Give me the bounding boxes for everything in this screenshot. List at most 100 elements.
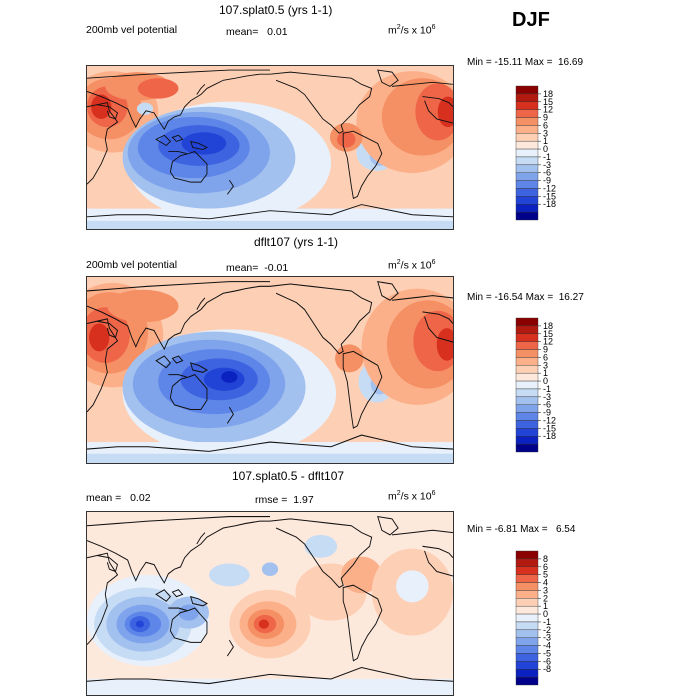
colorbar-swatch	[515, 333, 539, 342]
colorbar-swatch	[515, 117, 539, 126]
colorbar-swatch	[515, 443, 539, 453]
colorbar-swatch	[515, 341, 539, 350]
colorbar-swatch	[515, 125, 539, 134]
panel1-units: m2/s x 106	[388, 24, 436, 37]
colorbar-swatch	[515, 669, 539, 678]
colorbar-swatch	[515, 380, 539, 390]
panel1-left-label: 200mb vel potential	[86, 24, 178, 36]
colorbar-swatch	[515, 317, 539, 327]
colorbar-label: 12	[543, 337, 553, 347]
colorbar-label: -3	[543, 160, 551, 170]
colorbar-label: 12	[543, 105, 553, 115]
colorbar-label: 3	[543, 585, 548, 595]
colorbar-swatch	[515, 172, 539, 181]
colorbar-label: -3	[543, 392, 551, 402]
season-label: DJF	[512, 9, 550, 31]
panel2-units: m2/s x 106	[388, 259, 436, 272]
colorbar-label: -8	[543, 664, 551, 674]
colorbar-swatch	[515, 676, 539, 686]
colorbar-label: -12	[543, 415, 556, 425]
colorbar-label: -9	[543, 408, 551, 418]
colorbar-label: 15	[543, 329, 553, 339]
colorbar-swatch	[515, 613, 539, 623]
colorbar-swatch	[515, 325, 539, 334]
colorbar-label: -1	[543, 617, 551, 627]
colorbar-label: 8	[543, 554, 548, 564]
colorbar-swatch	[515, 180, 539, 189]
colorbar-label: 9	[543, 113, 548, 123]
colorbar-swatch	[515, 420, 539, 429]
colorbar-swatch	[515, 412, 539, 421]
colorbar-label: 18	[543, 321, 553, 331]
panel2-left-label: 200mb vel potential	[86, 259, 178, 271]
colorbar-label: 3	[543, 360, 548, 370]
colorbar-label: -15	[543, 191, 556, 201]
colorbar-swatch	[515, 211, 539, 221]
colorbar-label: -6	[543, 168, 551, 178]
colorbar-swatch	[515, 140, 539, 150]
panel3-map	[86, 511, 454, 696]
colorbar-swatch	[515, 574, 539, 583]
colorbar-label: -4	[543, 641, 551, 651]
colorbar-label: -2	[543, 625, 551, 635]
panel2-mean: mean= -0.01	[226, 262, 289, 274]
colorbar-swatch	[515, 349, 539, 358]
colorbar-swatch	[515, 93, 539, 102]
colorbar-label: -6	[543, 400, 551, 410]
colorbar-swatch	[515, 365, 539, 374]
panel3-title: 107.splat0.5 - dflt107	[232, 469, 345, 483]
colorbar-label: 5	[543, 570, 548, 580]
colorbar-label: -1	[543, 152, 551, 162]
colorbar-swatch	[515, 372, 539, 382]
colorbar-swatch	[515, 204, 539, 213]
colorbar-label: 2	[543, 593, 548, 603]
colorbar-label: 1	[543, 368, 548, 378]
colorbar-swatch	[515, 598, 539, 607]
panel1-minmax: Min = -15.11 Max = 16.69	[467, 57, 584, 68]
colorbar-swatch	[515, 428, 539, 437]
panel3-colorbar: 8 6 5 4 3 2 1 0 -1 -2 -3 -4 -5 -6 -8	[514, 547, 584, 692]
colorbar-swatch	[515, 164, 539, 173]
colorbar-label: -6	[543, 656, 551, 666]
colorbar-swatch	[515, 388, 539, 398]
colorbar-label: -15	[543, 423, 556, 433]
colorbar-swatch	[515, 605, 539, 615]
colorbar-label: -3	[543, 633, 551, 643]
colorbar-label: 0	[543, 609, 548, 619]
panel2-minmax: Min = -16.54 Max = 16.27	[467, 292, 584, 303]
colorbar-label: -18	[543, 199, 556, 209]
colorbar-swatch	[515, 101, 539, 110]
colorbar-swatch	[515, 196, 539, 205]
colorbar-swatch	[515, 109, 539, 118]
colorbar-swatch	[515, 357, 539, 366]
colorbar-label: 6	[543, 120, 548, 130]
panel2-title: dflt107 (yrs 1-1)	[254, 235, 339, 249]
panel1-title: 107.splat0.5 (yrs 1-1)	[219, 3, 333, 17]
colorbar-label: 0	[543, 144, 548, 154]
colorbar-label: 0	[543, 376, 548, 386]
colorbar-label: -1	[543, 384, 551, 394]
colorbar-swatch	[515, 661, 539, 670]
colorbar-label: 6	[543, 352, 548, 362]
colorbar-label: 3	[543, 128, 548, 138]
colorbar-swatch	[515, 590, 539, 599]
colorbar-label: -12	[543, 183, 556, 193]
panel3-minmax: Min = -6.81 Max = 6.54	[467, 524, 576, 535]
colorbar-swatch	[515, 133, 539, 142]
colorbar-swatch	[515, 558, 539, 567]
colorbar-swatch	[515, 188, 539, 197]
colorbar-swatch	[515, 550, 539, 560]
colorbar-label: 6	[543, 562, 548, 572]
panel3-mean: mean = 0.02	[86, 492, 151, 504]
colorbar-swatch	[515, 156, 539, 166]
colorbar-label: 4	[543, 578, 548, 588]
panel1-map	[86, 65, 454, 230]
panel3-rmse: rmse = 1.97	[255, 494, 314, 506]
panel1-colorbar: 18 15 12 9 6 3 1 0 -1 -3 -6 -9 -12 -15 -18	[514, 82, 584, 227]
colorbar-label: 18	[543, 89, 553, 99]
colorbar-label: -5	[543, 648, 551, 658]
colorbar-swatch	[515, 85, 539, 95]
colorbar-swatch	[515, 621, 539, 631]
colorbar-swatch	[515, 653, 539, 662]
colorbar-swatch	[515, 396, 539, 405]
